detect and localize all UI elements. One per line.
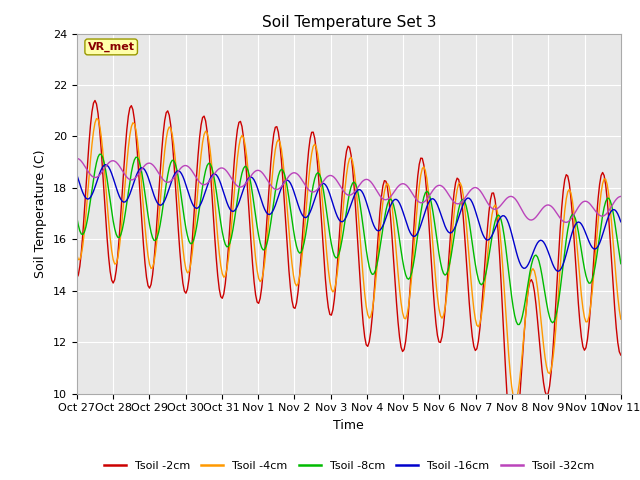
Y-axis label: Soil Temperature (C): Soil Temperature (C): [35, 149, 47, 278]
Title: Soil Temperature Set 3: Soil Temperature Set 3: [262, 15, 436, 30]
X-axis label: Time: Time: [333, 419, 364, 432]
Legend: Tsoil -2cm, Tsoil -4cm, Tsoil -8cm, Tsoil -16cm, Tsoil -32cm: Tsoil -2cm, Tsoil -4cm, Tsoil -8cm, Tsoi…: [99, 457, 598, 476]
Text: VR_met: VR_met: [88, 42, 134, 52]
